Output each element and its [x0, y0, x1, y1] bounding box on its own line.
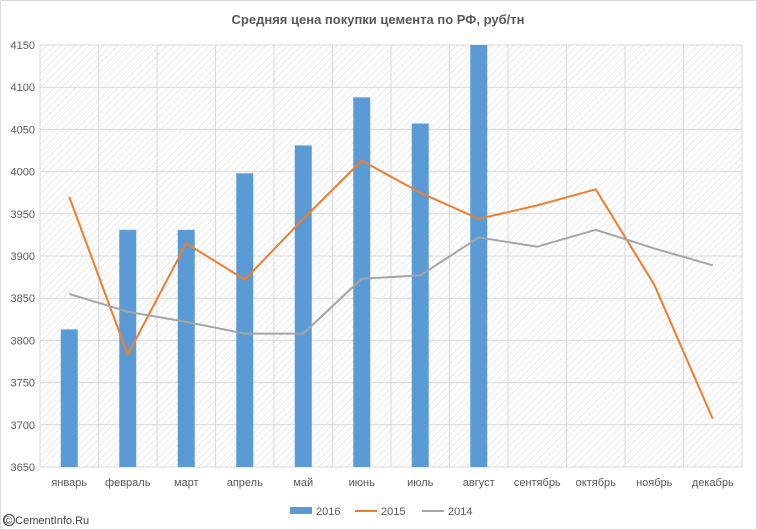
- y-tick-label: 3950: [11, 209, 35, 221]
- legend-swatch-2016: [290, 507, 312, 514]
- series-line-2015: [68, 159, 714, 420]
- bar-2016: [60, 329, 78, 467]
- y-tick-label: 4100: [11, 82, 35, 94]
- x-tick-label: июнь: [349, 477, 375, 489]
- gridlines: [39, 44, 743, 468]
- legend-label-2016: 2016: [316, 506, 340, 518]
- watermark-text: © CementInfo.Ru: [4, 515, 89, 527]
- x-tick-label: апрель: [227, 477, 263, 489]
- y-tick-label: 3900: [11, 251, 35, 263]
- bar-2016: [470, 45, 488, 467]
- x-tick-label: ноябрь: [636, 477, 673, 489]
- y-tick-label: 3650: [11, 462, 35, 474]
- bar-2016: [119, 229, 137, 467]
- watermark: © CementInfo.Ru: [3, 514, 89, 527]
- y-axis-ticks: 3650 3700 3750 3800 3850 3900 3950 4000 4050 4100…: [11, 40, 35, 474]
- bars-2016: [60, 45, 488, 467]
- legend-label-2015: 2015: [381, 506, 405, 518]
- y-tick-label: 3850: [11, 293, 35, 305]
- y-tick-label: 3800: [11, 335, 35, 347]
- legend-label-2014: 2014: [448, 506, 472, 518]
- y-tick-label: 4150: [11, 40, 35, 52]
- bar-2016: [236, 173, 254, 467]
- x-tick-label: август: [463, 477, 495, 489]
- y-tick-label: 4000: [11, 167, 35, 179]
- y-tick-label: 4050: [11, 124, 35, 136]
- x-tick-label: июль: [407, 477, 434, 489]
- legend: 2016 2015 2014: [290, 506, 472, 518]
- bar-2016: [411, 123, 429, 467]
- x-tick-label: декабрь: [692, 477, 734, 489]
- x-tick-label: октябрь: [576, 477, 616, 489]
- bar-2016: [294, 145, 312, 467]
- x-axis-ticks: январь февраль март апрель май июнь июль август…: [51, 477, 734, 489]
- x-tick-label: май: [293, 477, 313, 489]
- chart-title: Средняя цена покупки цемента по РФ, руб/…: [232, 12, 525, 27]
- x-tick-label: февраль: [105, 477, 151, 489]
- x-tick-label: январь: [51, 477, 87, 489]
- series-line-2014: [68, 228, 714, 335]
- y-tick-label: 3750: [11, 378, 35, 390]
- bar-2016: [353, 97, 371, 467]
- x-tick-label: сентябрь: [514, 477, 561, 489]
- lines: [68, 159, 714, 420]
- y-tick-label: 3700: [11, 420, 35, 432]
- x-tick-label: март: [174, 477, 199, 489]
- copyright-icon: [3, 514, 15, 526]
- bar-2016: [177, 229, 195, 467]
